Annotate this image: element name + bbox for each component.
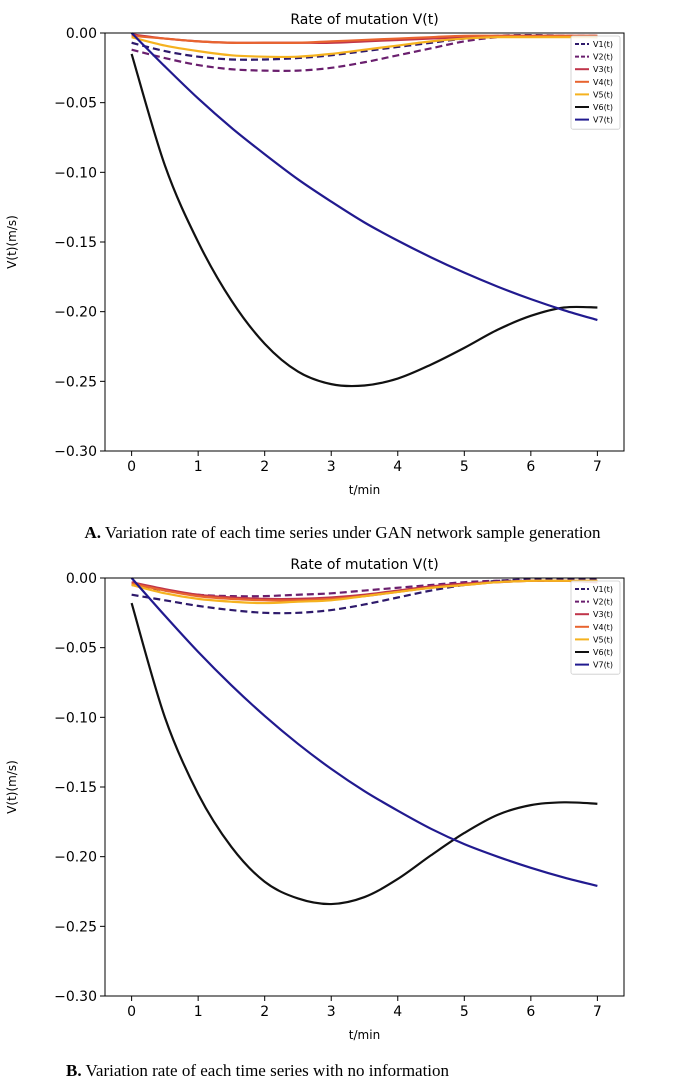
- chart1-y-axis-label: V(t)(m/s): [5, 760, 19, 814]
- chart0-x-tick-label: 2: [260, 459, 269, 475]
- chart0-x-tick-label: 0: [127, 459, 136, 475]
- chart0-y-tick-label: −0.30: [54, 444, 97, 460]
- chart-a: Rate of mutation V(t) 0 1 2 3 4 5 6 7 0.00 −0.05 −0…: [0, 0, 685, 500]
- chart1-x-tick-label: 3: [327, 1004, 336, 1020]
- chart1-series-line-v6t: [130, 602, 598, 906]
- caption-a: A. Variation rate of each time series un…: [0, 523, 685, 543]
- chart0-series-line-v5t: [131, 35, 598, 59]
- chart1-series-line-v1t: [131, 578, 598, 615]
- chart1-legend: V1(t) V2(t) V3(t) V4(t) V5(t) V6(t) V7(t): [570, 580, 621, 675]
- chart1-y-tick-label: −0.20: [54, 850, 97, 866]
- chart-b: Rate of mutation V(t) 0 1 2 3 4 5 6 7 0.00 −0.05 −0…: [0, 545, 685, 1045]
- chart1-y-tick-label: 0.00: [66, 571, 97, 587]
- chart-b-svg: Rate of mutation V(t) 0 1 2 3 4 5 6 7 0.00 −0.05 −0…: [5, 557, 625, 1042]
- chart0-y-tick-label: −0.20: [54, 305, 97, 321]
- chart0-legend-label: V1(t): [593, 40, 613, 49]
- caption-b-text: Variation rate of each time series with …: [81, 1061, 450, 1080]
- chart1-legend-box: [570, 580, 621, 675]
- chart0-x-tick-label: 6: [526, 459, 535, 475]
- chart0-legend-label: V3(t): [593, 65, 613, 74]
- chart0-x-tick-label: 1: [194, 459, 203, 475]
- chart1-y-tick-label: −0.25: [54, 919, 97, 935]
- chart0-series-line-v1t: [131, 33, 598, 61]
- chart0-x-tick-label: 3: [327, 459, 336, 475]
- caption-b: B. Variation rate of each time series wi…: [66, 1061, 666, 1081]
- chart1-x-tick-label: 5: [460, 1004, 469, 1020]
- chart1-x-tick-label: 4: [393, 1004, 402, 1020]
- chart0-y-tick-label: −0.15: [54, 235, 97, 251]
- chart0-y-axis-label: V(t)(m/s): [5, 215, 19, 269]
- chart1-y-tick-label: −0.10: [54, 710, 97, 726]
- chart0-series-group: [130, 32, 598, 388]
- chart0-legend-label: V7(t): [593, 116, 613, 125]
- chart0-x-tick-label: 7: [593, 459, 602, 475]
- caption-a-text: Variation rate of each time series under…: [100, 523, 601, 542]
- chart0-series-line-v4t: [131, 34, 598, 44]
- chart0-y-tick-label: −0.10: [54, 165, 97, 181]
- chart1-legend-label: V4(t): [593, 623, 613, 632]
- chart0-legend: V1(t) V2(t) V3(t) V4(t) V5(t) V6(t) V7(t): [570, 35, 621, 130]
- chart1-series-line-v7t: [130, 577, 598, 887]
- chart0-title: Rate of mutation V(t): [290, 12, 438, 28]
- chart0-series-line-v7t: [130, 32, 598, 322]
- chart0-legend-label: V4(t): [593, 78, 613, 87]
- chart0-legend-box: [570, 35, 621, 130]
- chart1-x-tick-label: 0: [127, 1004, 136, 1020]
- chart0-series-line-v2t: [131, 34, 598, 72]
- chart1-legend-label: V3(t): [593, 610, 613, 619]
- chart1-legend-label: V7(t): [593, 661, 613, 670]
- chart1-y-tick-label: −0.30: [54, 989, 97, 1005]
- chart0-legend-label: V2(t): [593, 53, 613, 62]
- chart1-x-tick-label: 1: [194, 1004, 203, 1020]
- chart1-y-tick-label: −0.05: [54, 641, 97, 657]
- chart1-y-tick-label: −0.15: [54, 780, 97, 796]
- chart0-y-tick-label: 0.00: [66, 26, 97, 42]
- chart1-x-tick-label: 7: [593, 1004, 602, 1020]
- chart1-legend-label: V5(t): [593, 635, 613, 644]
- chart1-title: Rate of mutation V(t): [290, 557, 438, 573]
- chart-a-svg: Rate of mutation V(t) 0 1 2 3 4 5 6 7 0.00 −0.05 −0…: [5, 12, 625, 497]
- chart0-legend-label: V5(t): [593, 90, 613, 99]
- chart1-plot-frame: [104, 577, 625, 997]
- chart1-x-tick-label: 2: [260, 1004, 269, 1020]
- chart1-series-group: [130, 577, 598, 906]
- chart0-y-tick-label: −0.25: [54, 374, 97, 390]
- chart1-x-axis-label: t/min: [349, 1028, 380, 1042]
- chart0-x-tick-label: 4: [393, 459, 402, 475]
- chart0-legend-label: V6(t): [593, 103, 613, 112]
- chart0-x-tick-label: 5: [460, 459, 469, 475]
- caption-b-label: B.: [66, 1061, 82, 1080]
- chart1-legend-label: V2(t): [593, 598, 613, 607]
- chart1-x-tick-label: 6: [526, 1004, 535, 1020]
- caption-a-label: A.: [84, 523, 101, 542]
- chart1-series-line-v5t: [131, 579, 598, 605]
- chart0-series-line-v6t: [130, 53, 598, 388]
- chart0-x-axis-label: t/min: [349, 483, 380, 497]
- chart1-legend-label: V1(t): [593, 585, 613, 594]
- chart0-plot-frame: [104, 32, 625, 452]
- chart0-y-tick-label: −0.05: [54, 96, 97, 112]
- chart1-legend-label: V6(t): [593, 648, 613, 657]
